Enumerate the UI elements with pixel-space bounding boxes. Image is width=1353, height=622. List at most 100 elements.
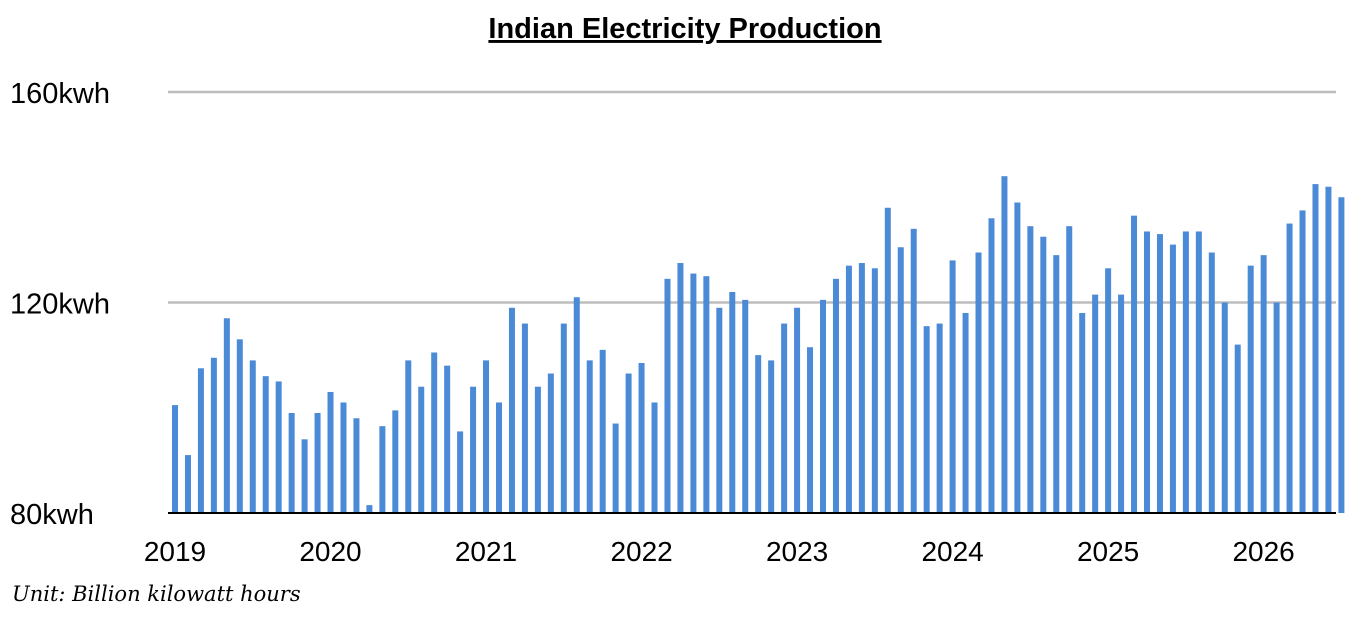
bar <box>1156 234 1163 513</box>
y-tick-label: 160kwh <box>10 78 110 110</box>
bar <box>820 299 826 513</box>
bar <box>651 402 658 513</box>
bar <box>366 505 373 513</box>
bar <box>599 349 606 513</box>
bar <box>638 363 645 513</box>
bar <box>910 228 917 513</box>
bar <box>340 402 347 513</box>
bar <box>962 313 969 513</box>
bar <box>547 373 554 513</box>
bar <box>1079 313 1086 513</box>
bar <box>197 368 204 513</box>
x-tick-label: 2025 <box>1077 536 1139 567</box>
gridlines <box>168 90 1336 304</box>
bar <box>858 263 865 513</box>
bar <box>1131 215 1138 514</box>
bar <box>975 252 982 513</box>
bar <box>573 297 580 513</box>
bar <box>521 323 528 513</box>
bar <box>807 347 814 513</box>
bar <box>444 365 451 513</box>
bar <box>1066 226 1073 513</box>
bar <box>664 278 671 513</box>
x-tick-label: 2024 <box>921 536 983 567</box>
bar <box>794 307 801 513</box>
bar <box>988 218 995 514</box>
bar <box>1014 202 1021 513</box>
bar <box>1273 302 1280 513</box>
bar <box>703 276 710 513</box>
bar <box>262 376 269 513</box>
bar <box>586 360 593 513</box>
bar <box>314 413 321 513</box>
bar <box>1286 223 1293 513</box>
x-tick-label: 2019 <box>144 536 206 567</box>
bar <box>392 410 399 513</box>
bar <box>1260 255 1267 513</box>
bar <box>1105 268 1112 513</box>
x-tick-label: 2021 <box>455 536 517 567</box>
bar <box>755 355 762 514</box>
bar <box>223 318 230 513</box>
bar <box>457 431 464 513</box>
bar <box>625 373 632 513</box>
bar <box>923 326 930 513</box>
bar <box>1312 184 1319 513</box>
bar <box>845 265 852 513</box>
bar <box>832 278 839 513</box>
x-tick-label: 2020 <box>299 536 361 567</box>
bar <box>949 260 956 513</box>
bar <box>508 307 515 513</box>
bar <box>1195 231 1202 513</box>
bar <box>936 323 943 513</box>
unit-note: Unit: Billion kilowatt hours <box>12 582 301 606</box>
bar <box>716 307 723 513</box>
x-tick-label: 2026 <box>1232 536 1294 567</box>
bar <box>1169 244 1176 514</box>
bar <box>1338 197 1345 513</box>
bars <box>172 176 1345 514</box>
bar <box>742 299 749 513</box>
y-tick-label: 80kwh <box>10 499 94 531</box>
bar <box>483 360 490 513</box>
bar <box>405 360 412 513</box>
bar <box>1053 255 1060 513</box>
bar <box>1040 236 1047 513</box>
bar <box>184 455 191 513</box>
bar <box>288 413 295 513</box>
bar <box>1234 344 1241 513</box>
y-tick-label: 120kwh <box>10 289 110 321</box>
y-tick-labels: 80kwh 120kwh 160kwh <box>10 78 110 531</box>
chart-title: Indian Electricity Production <box>488 13 881 45</box>
bar <box>172 405 178 513</box>
bar <box>1299 210 1306 513</box>
bar <box>1208 252 1215 513</box>
bar <box>677 263 684 513</box>
bar <box>560 323 567 513</box>
bar <box>301 439 308 513</box>
bar <box>249 360 256 513</box>
bar <box>327 391 334 513</box>
bar <box>612 423 619 513</box>
bar <box>1001 176 1008 513</box>
bar <box>1118 294 1125 513</box>
x-tick-label: 2022 <box>610 536 672 567</box>
bar <box>418 386 425 513</box>
x-tick-labels: 2019 2020 2021 2022 2023 2024 2025 2026 <box>144 536 1295 567</box>
bar <box>353 418 360 513</box>
bar <box>1325 186 1332 513</box>
bar <box>768 360 775 513</box>
bar <box>210 357 217 513</box>
bar <box>1182 231 1189 513</box>
bar <box>729 291 736 513</box>
bar <box>871 268 878 513</box>
bar <box>884 207 891 513</box>
bar <box>1144 231 1150 513</box>
bar <box>431 352 438 513</box>
bar <box>690 273 697 513</box>
bar <box>275 381 282 513</box>
bar <box>534 386 541 513</box>
bar <box>496 402 502 513</box>
bar <box>897 247 904 514</box>
